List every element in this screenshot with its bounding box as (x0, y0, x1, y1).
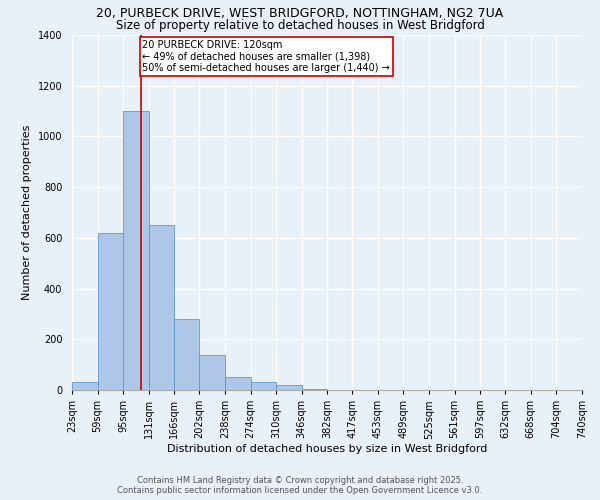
Text: 20 PURBECK DRIVE: 120sqm
← 49% of detached houses are smaller (1,398)
50% of sem: 20 PURBECK DRIVE: 120sqm ← 49% of detach… (142, 40, 390, 74)
Y-axis label: Number of detached properties: Number of detached properties (22, 125, 32, 300)
Bar (276, 385, 302, 390)
X-axis label: Distribution of detached houses by size in West Bridgford: Distribution of detached houses by size … (167, 444, 487, 454)
Bar (199, 354, 225, 390)
Bar (302, 388, 328, 390)
Bar (174, 319, 199, 390)
Bar (123, 111, 149, 390)
Bar (98, 233, 123, 390)
Bar (251, 382, 276, 390)
Text: Contains HM Land Registry data © Crown copyright and database right 2025.
Contai: Contains HM Land Registry data © Crown c… (118, 476, 482, 495)
Bar (72, 382, 98, 390)
Text: 20, PURBECK DRIVE, WEST BRIDGFORD, NOTTINGHAM, NG2 7UA: 20, PURBECK DRIVE, WEST BRIDGFORD, NOTTI… (97, 8, 503, 20)
Bar (149, 225, 174, 390)
Text: Size of property relative to detached houses in West Bridgford: Size of property relative to detached ho… (116, 19, 484, 32)
Bar (225, 378, 251, 390)
